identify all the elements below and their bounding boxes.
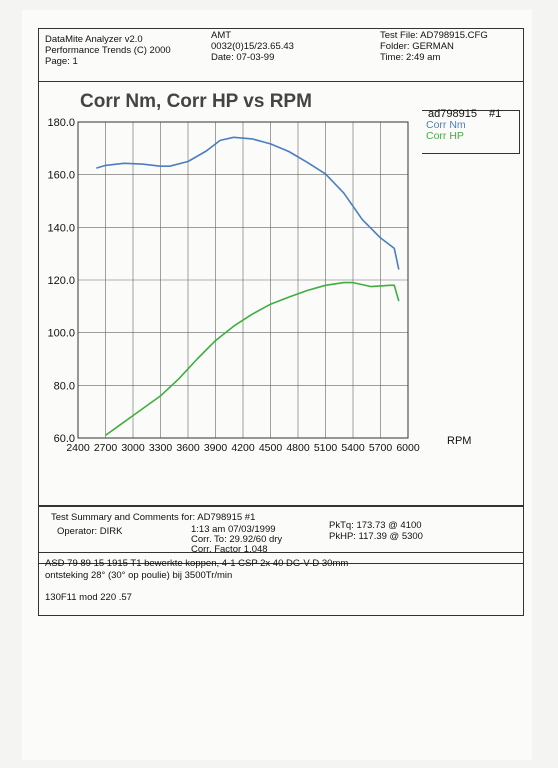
y-tick-label: 140.0 [47,222,75,234]
test-summary: Test Summary and Comments for: AD798915 … [38,506,524,564]
x-axis-label: RPM [447,435,471,447]
x-tick-label: 2700 [94,442,118,454]
x-tick-label: 4200 [231,442,255,454]
y-tick-label: 100.0 [47,328,75,340]
company-name: Performance Trends (C) 2000 [45,45,171,56]
x-tick-label: 3300 [149,442,173,454]
comments-box: ASD 79 89 15 1915 T1 bewerkte koppen, 4-… [38,552,524,616]
x-tick-label: 5400 [341,442,365,454]
y-tick-label: 120.0 [47,275,75,287]
report-header: DataMite Analyzer v2.0 Performance Trend… [38,28,524,82]
correction-to: Corr. To: 29.92/60 dry [191,534,283,545]
app-name: DataMite Analyzer v2.0 [45,34,143,45]
x-tick-label: 6000 [396,442,420,454]
x-tick-label: 5700 [369,442,393,454]
y-tick-label: 180.0 [47,117,75,129]
series-line-corr-nm [96,136,400,270]
page-number: Page: 1 [45,56,78,67]
series-line-corr-hp [105,281,400,437]
operator: Operator: DIRK [57,526,123,537]
chart-frame [38,82,524,506]
test-time: Time: 2:49 am [380,52,441,63]
chart: Corr Nm, Corr HP vs RPM 2400 2700 3000 3300… [47,91,501,454]
comment-line-1: ASD 79 89 15 1915 T1 bewerkte koppen, 4-… [45,558,349,569]
y-tick-label: 60.0 [54,433,75,445]
summary-time-date: 1:13 am 07/03/1999 [191,524,276,535]
axes: 2400 2700 3000 3300 3600 3900 4200 4500 4800 5100… [47,117,419,454]
grid [77,121,409,439]
peak-hp: PkHP: 117.39 @ 5300 [329,531,423,542]
peak-torque: PkTq: 173.73 @ 4100 [329,520,422,531]
chart-title: Corr Nm, Corr HP vs RPM [80,91,312,112]
x-tick-label: 2400 [66,442,90,454]
y-tick-label: 160.0 [47,170,75,182]
amt-label: AMT [211,30,232,41]
comment-line-2: ontsteking 28° (30° op poulie) bij 3500T… [45,570,233,581]
x-tick-label: 3900 [204,442,228,454]
series-lines [96,136,400,437]
test-date: Date: 07-03-99 [211,52,275,63]
summary-heading: Test Summary and Comments for: AD798915 … [51,512,256,523]
legend-frame [422,110,520,154]
report-page: DataMite Analyzer v2.0 Performance Trend… [22,10,532,760]
legend-title: ad798915 [428,108,477,120]
plot-area [77,121,409,439]
legend-item-corr-hp: Corr HP [426,130,464,142]
correction-factor: Corr. Factor 1.048 [191,544,268,555]
legend-run: #1 [489,108,501,120]
x-tick-label: 3000 [121,442,145,454]
y-tick-label: 80.0 [54,380,75,392]
folder-name: Folder: GERMAN [380,41,454,52]
x-tick-label: 3600 [176,442,200,454]
legend-item-corr-nm: Corr Nm [426,119,466,131]
test-file: Test File: AD798915.CFG [380,30,488,41]
record-code: 0032(0)15/23.65.43 [211,41,294,52]
x-tick-label: 5100 [314,442,338,454]
x-tick-label: 4800 [286,442,310,454]
comment-line-3: 130F11 mod 220 .57 [45,592,132,603]
x-tick-label: 4500 [259,442,283,454]
